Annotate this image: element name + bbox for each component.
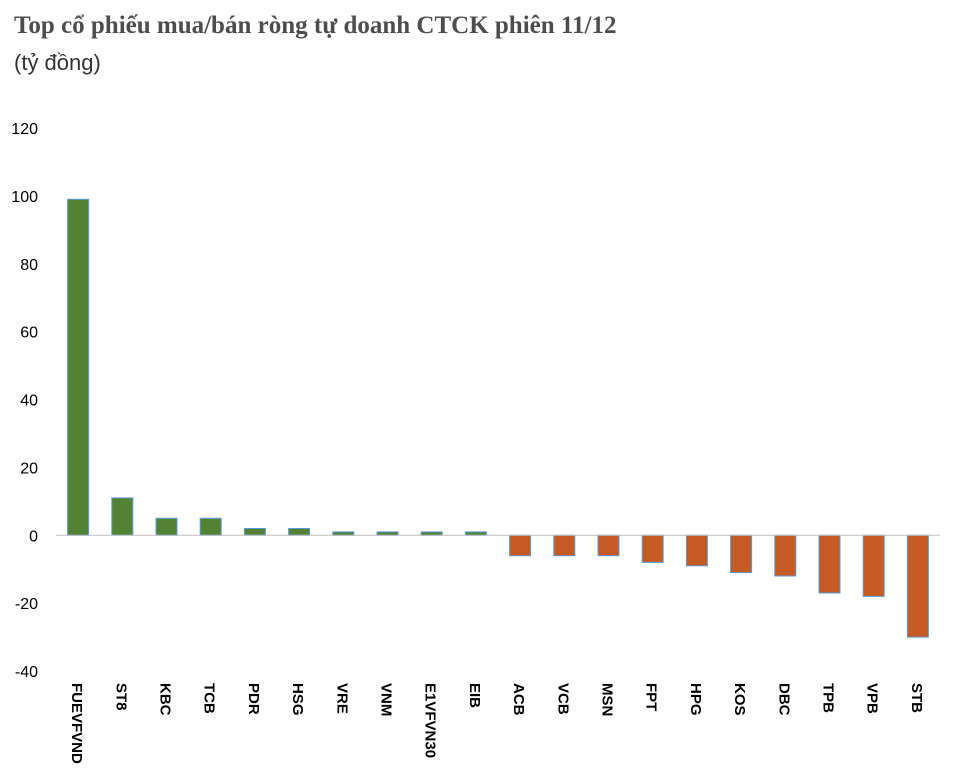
y-tick-label: 60 xyxy=(20,325,38,342)
chart-title: Top cổ phiếu mua/bán ròng tự doanh CTCK … xyxy=(14,12,617,39)
bar-vre xyxy=(332,531,355,536)
bar-tpb xyxy=(818,534,841,594)
chart-subtitle: (tỷ đồng) xyxy=(14,50,101,75)
x-tick-label: TCB xyxy=(201,683,218,714)
bar-vnm xyxy=(376,531,399,536)
x-tick-label: STB xyxy=(908,683,925,713)
y-tick-label: 100 xyxy=(11,189,38,206)
bar-hpg xyxy=(685,534,708,567)
bar-pdr xyxy=(243,528,266,536)
x-tick-label: TPB xyxy=(820,683,837,713)
x-tick-label: MSN xyxy=(599,683,616,716)
x-tick-label: KBC xyxy=(157,683,174,716)
y-tick-label: 40 xyxy=(20,393,38,410)
x-tick-label: DBC xyxy=(775,683,792,716)
bar-acb xyxy=(509,534,532,557)
y-tick-label: 20 xyxy=(20,460,38,477)
bar-vcb xyxy=(553,534,576,557)
x-tick-label: VPB xyxy=(864,683,881,714)
x-tick-label: FPT xyxy=(643,683,660,711)
bar-e1vfvn30 xyxy=(420,531,443,536)
y-tick-label: 0 xyxy=(29,528,38,545)
x-tick-label: ACB xyxy=(510,683,527,716)
x-tick-label: VCB xyxy=(554,683,571,715)
y-tick-label: -40 xyxy=(15,664,38,681)
bar-tcb xyxy=(199,517,222,536)
x-axis-ticks: FUEVFVND ST8 KBC TCB PDR HSG VRE VNM E1VFVN30 EIB… xyxy=(68,683,925,764)
bar-st8 xyxy=(111,497,134,536)
bar-kos xyxy=(730,534,753,574)
bar-fpt xyxy=(641,534,664,563)
x-tick-label: HSG xyxy=(289,683,306,716)
y-tick-label: 120 xyxy=(11,121,38,138)
x-tick-label: ST8 xyxy=(112,683,129,711)
bar-kbc xyxy=(155,517,178,536)
x-tick-label: FUEVFVND xyxy=(68,683,85,764)
x-tick-label: VRE xyxy=(333,683,350,714)
x-tick-label: EIB xyxy=(466,683,483,708)
y-tick-label: 80 xyxy=(20,257,38,274)
x-tick-label: KOS xyxy=(731,683,748,716)
x-tick-label: PDR xyxy=(245,683,262,715)
x-tick-label: VNM xyxy=(378,683,395,716)
x-tick-label: E1VFVN30 xyxy=(422,683,439,758)
bars-layer xyxy=(67,198,929,638)
bar-msn xyxy=(597,534,620,557)
bar-vpb xyxy=(862,534,885,597)
bar-fuevfvnd xyxy=(67,198,90,536)
bar-hsg xyxy=(288,528,311,536)
bar-eib xyxy=(464,531,487,536)
bar-stb xyxy=(906,534,929,638)
bar-dbc xyxy=(774,534,797,577)
y-axis-ticks: -40 -20 0 20 40 60 80 100 120 xyxy=(11,121,38,681)
x-tick-label: HPG xyxy=(687,683,704,716)
y-tick-label: -20 xyxy=(15,596,38,613)
